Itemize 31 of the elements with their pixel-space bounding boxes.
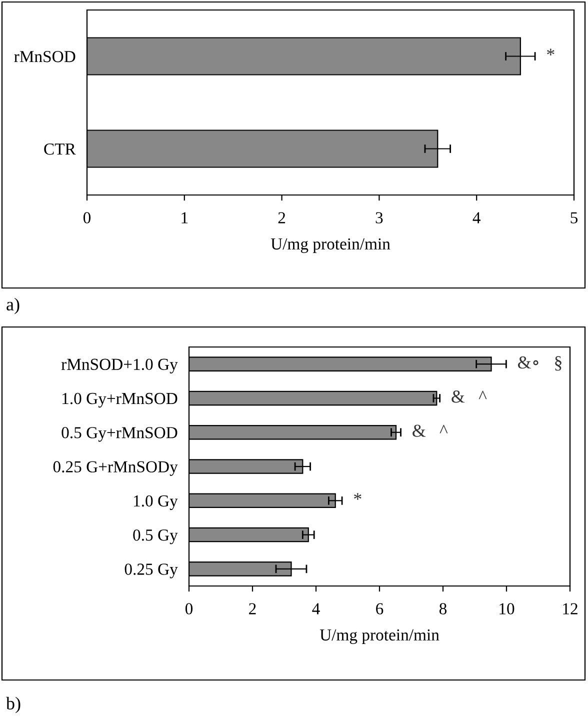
x-axis-title: U/mg protein/min xyxy=(270,238,390,254)
x-tick-label: 10 xyxy=(500,603,514,614)
y-tick-label: 0.5 Gy xyxy=(133,529,178,544)
x-tick-label: 12 xyxy=(563,603,578,614)
x-tick-label: 4 xyxy=(472,212,481,224)
y-tick-label: rMnSOD+1.0 Gy xyxy=(61,358,178,374)
x-tick-label: 6 xyxy=(376,603,384,614)
x-tick-label: 2 xyxy=(278,212,286,224)
y-tick-label: 1.0 Gy+rMnSOD xyxy=(62,392,178,408)
y-tick-label: CTR xyxy=(44,143,76,155)
x-tick-label: 5 xyxy=(570,212,578,224)
x-tick-label: 0 xyxy=(83,212,91,224)
y-tick-label: 0.5 Gy+rMnSOD xyxy=(62,427,178,442)
x-tick-label: 4 xyxy=(312,603,320,614)
text: b) xyxy=(6,696,20,714)
x-tick-label: 1 xyxy=(182,212,188,224)
x-tick-label: 0 xyxy=(185,603,193,614)
text: a) xyxy=(6,298,20,314)
x-tick-label: 2 xyxy=(249,603,256,614)
y-tick-label: 1.0 Gy xyxy=(134,495,178,510)
y-tick-label: rMnSOD xyxy=(14,50,76,62)
annotation: & ^ xyxy=(452,390,487,403)
annotation: * xyxy=(547,48,554,56)
y-tick-label: 0.25 Gy xyxy=(124,564,178,578)
x-tick-label: 3 xyxy=(376,212,383,224)
x-axis-title: U/mg protein/min xyxy=(320,629,440,644)
annotation: &∘ § xyxy=(518,356,562,371)
annotation: & ^ xyxy=(412,424,448,437)
annotation: * xyxy=(354,493,362,500)
y-tick-label: 0.25 G+rMnSODy xyxy=(53,461,178,476)
x-tick-label: 8 xyxy=(439,603,447,614)
